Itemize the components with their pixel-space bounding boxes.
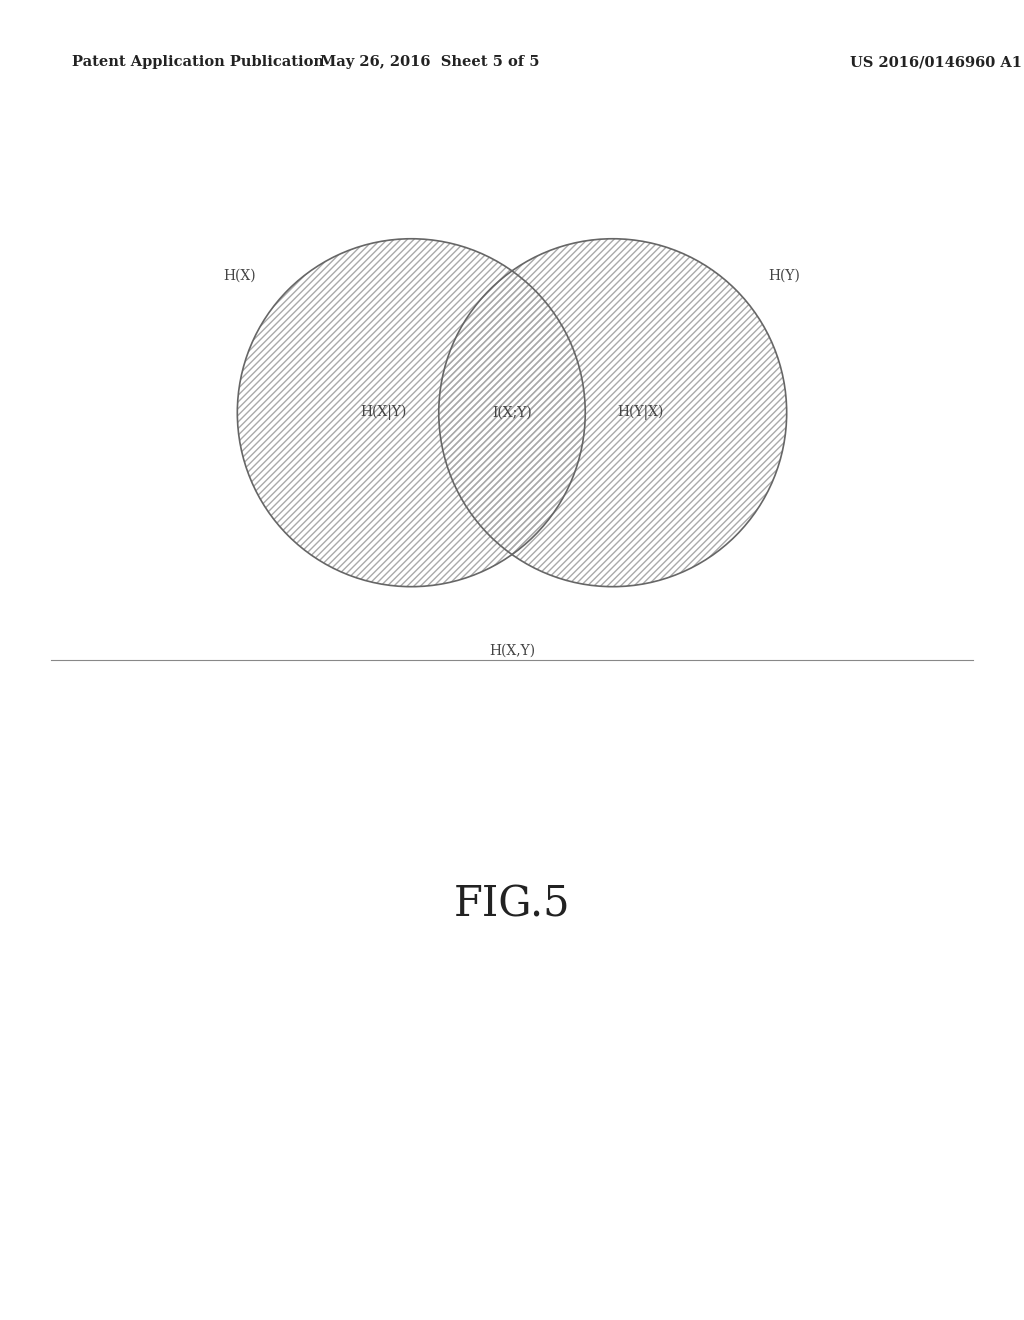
Text: May 26, 2016  Sheet 5 of 5: May 26, 2016 Sheet 5 of 5 xyxy=(321,55,540,69)
Text: H(Y|X): H(Y|X) xyxy=(617,405,664,420)
Text: H(X): H(X) xyxy=(223,268,256,282)
Text: US 2016/0146960 A1: US 2016/0146960 A1 xyxy=(850,55,1022,69)
Text: H(Y): H(Y) xyxy=(769,268,801,282)
Text: I(X;Y): I(X;Y) xyxy=(493,405,531,420)
Text: Patent Application Publication: Patent Application Publication xyxy=(72,55,324,69)
Text: H(X,Y): H(X,Y) xyxy=(488,644,536,657)
Text: H(X|Y): H(X|Y) xyxy=(360,405,407,420)
Circle shape xyxy=(238,239,586,586)
Circle shape xyxy=(438,239,786,586)
Text: FIG.5: FIG.5 xyxy=(454,883,570,925)
